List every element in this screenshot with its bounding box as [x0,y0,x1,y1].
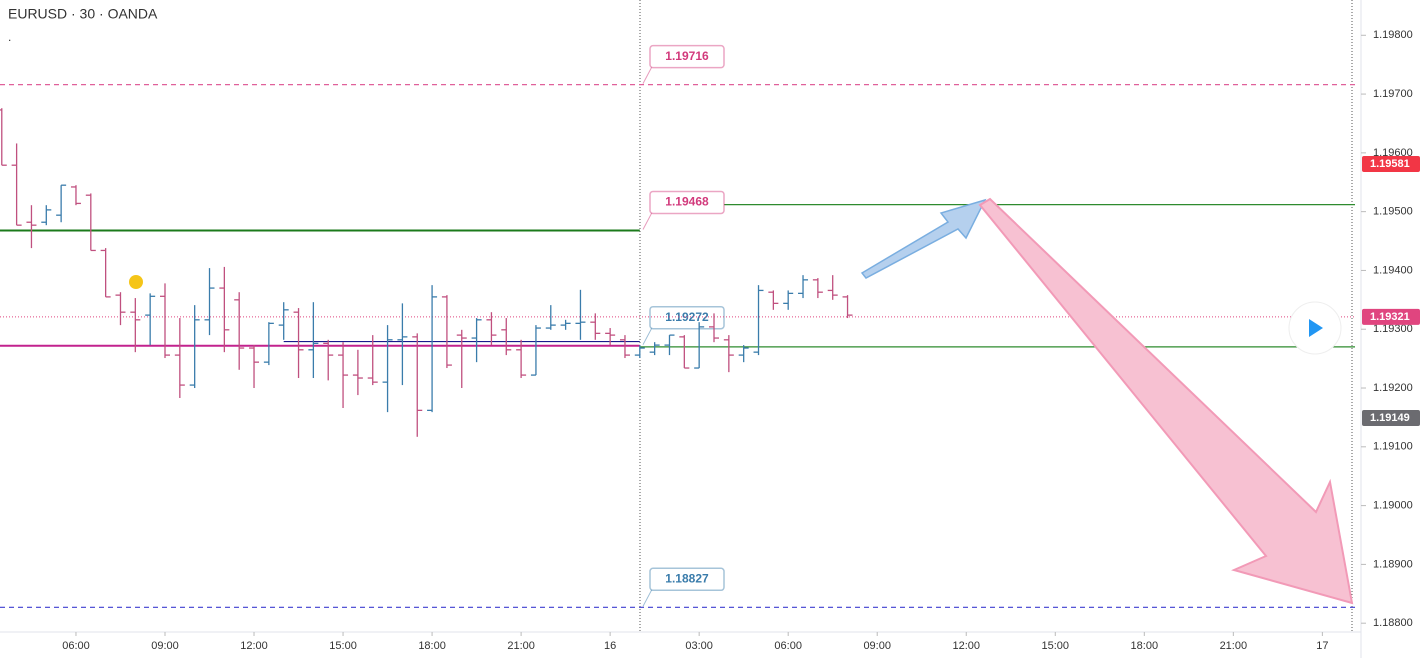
level-callout [642,589,653,607]
price-tag-box [1362,156,1420,173]
y-tick-label: 1.18900 [1373,558,1413,570]
x-tick-label: 18:00 [418,640,446,652]
x-tick-label: 21:00 [1220,640,1248,652]
level-label: 1.18827 [665,571,709,585]
up-arrow [860,198,987,279]
x-tick-label: 12:00 [952,640,980,652]
price-tag: 1.19581 [1370,158,1410,170]
price-tag-box [1362,308,1420,325]
y-tick-label: 1.19400 [1373,264,1413,276]
level-label: 1.19468 [665,195,709,209]
y-tick-label: 1.19300 [1373,323,1413,335]
x-tick-label: 06:00 [62,640,90,652]
level-callout [642,66,653,84]
level-callout [642,327,653,345]
x-tick-label: 17 [1316,640,1328,652]
y-tick-label: 1.19500 [1373,206,1413,218]
level-label-box [649,190,725,215]
marker-dot [129,275,143,289]
level-label: 1.19716 [665,49,709,63]
axes: 1.18800 1.18900 1.19000 1.19100 1.19200 1.193… [62,29,1420,652]
price-tag: 1.19149 [1370,412,1410,424]
play-icon [1309,319,1323,337]
x-tick-label: 09:00 [863,640,891,652]
x-tick-label: 15:00 [1042,640,1070,652]
x-tick-label: 03:00 [685,640,713,652]
chart-subtitle: . [8,30,11,44]
x-tick-label: 09:00 [151,640,179,652]
y-tick-label: 1.19100 [1373,441,1413,453]
x-tick-label: 12:00 [240,640,268,652]
bars [0,108,853,437]
chart-title: EURUSD · 30 · OANDA [8,6,158,22]
x-tick-label: 06:00 [774,640,802,652]
y-tick-label: 1.19600 [1373,147,1413,159]
x-tick-label: 15:00 [329,640,357,652]
level-label-box [649,305,725,330]
y-tick-label: 1.19000 [1373,500,1413,512]
x-tick-label: 18:00 [1131,640,1159,652]
price-tag: 1.19321 [1370,311,1410,323]
price-tag-box [1362,410,1420,427]
y-tick-label: 1.19200 [1373,382,1413,394]
level-callout [642,212,653,230]
down-arrow [978,197,1354,605]
x-tick-label: 16 [604,640,616,652]
y-tick-label: 1.18800 [1373,617,1413,629]
y-tick-label: 1.19800 [1373,29,1413,41]
level-label-box [649,567,725,592]
level-label-box [649,44,725,69]
y-tick-label: 1.19700 [1373,88,1413,100]
x-tick-label: 21:00 [507,640,535,652]
